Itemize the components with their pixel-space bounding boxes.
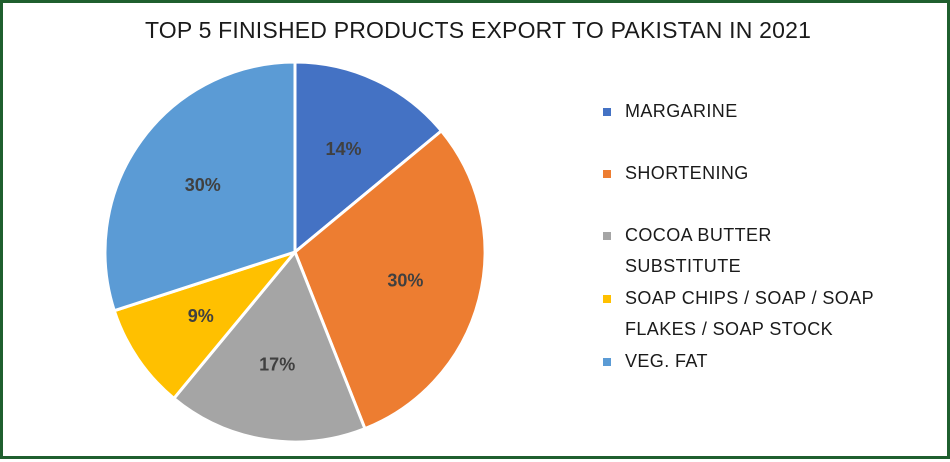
legend-label-line: MARGARINE [625,101,738,121]
legend-label-1: SHORTENING [625,158,925,189]
legend-label-line: SUBSTITUTE [625,256,742,276]
legend-swatch-1 [603,170,611,178]
slice-value-label-4: 30% [185,175,221,195]
legend-label-0: MARGARINE [625,96,925,127]
legend-label-line: SHORTENING [625,163,749,183]
legend-label-4: VEG. FAT [625,346,925,377]
legend-label-line: SOAP CHIPS / SOAP / SOAP [625,288,875,308]
legend-swatch-2 [603,232,611,240]
slice-value-label-0: 14% [325,139,361,159]
legend-swatch-3 [603,295,611,303]
pie-chart: 14% 30% 17% 9% 30% [103,60,487,444]
legend-label-line: COCOA BUTTER [625,225,772,245]
pie-slice-4 [103,60,297,313]
pie-slice-1 [293,129,487,431]
legend-swatch-0 [603,108,611,116]
slice-value-label-2: 17% [259,355,295,375]
pie-slice-0 [293,60,443,254]
pie-slice-3 [112,250,297,400]
legend-label-2: COCOA BUTTER SUBSTITUTE [625,220,925,282]
chart-title: TOP 5 FINISHED PRODUCTS EXPORT TO PAKIST… [144,17,812,43]
slice-value-label-1: 30% [387,270,423,290]
legend-label-line: VEG. FAT [625,351,708,371]
legend-swatch-4 [603,358,611,366]
legend-label-line: FLAKES / SOAP STOCK [625,319,834,339]
pie-slice-2 [172,250,367,444]
slice-value-label-3: 9% [188,306,214,326]
legend-label-3: SOAP CHIPS / SOAP / SOAP FLAKES / SOAP ST… [625,283,925,345]
